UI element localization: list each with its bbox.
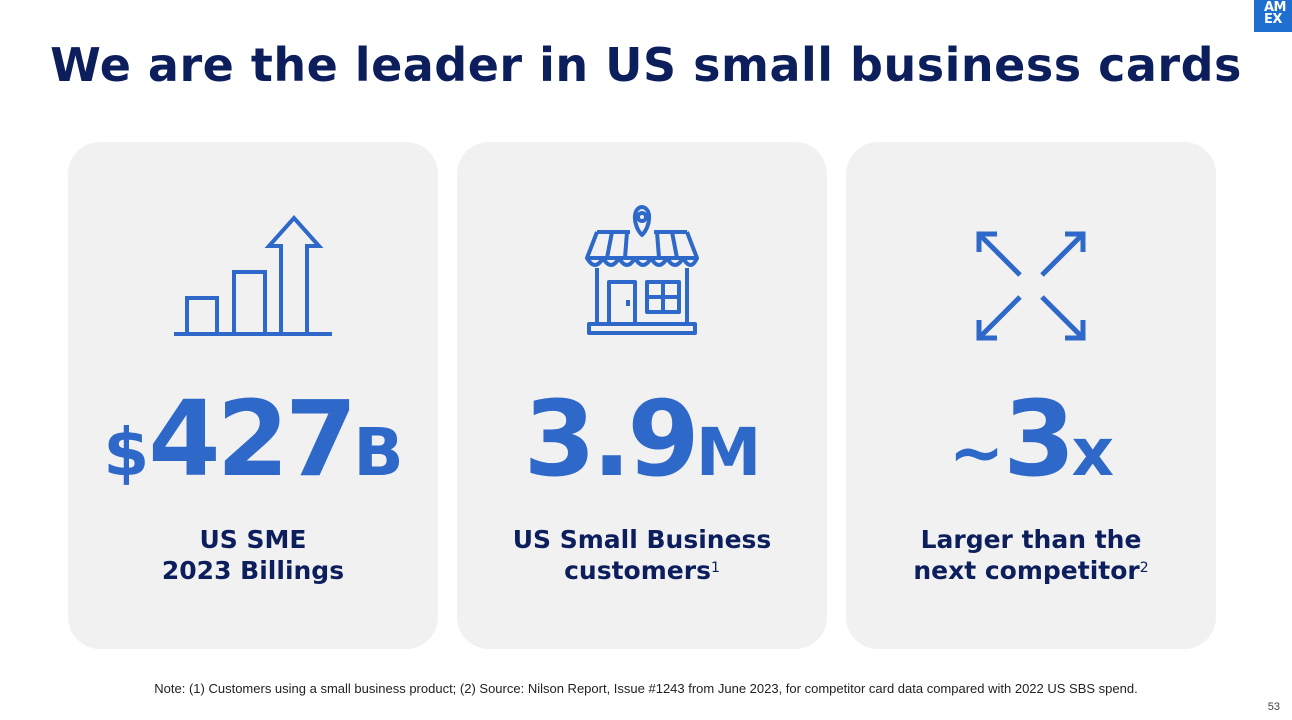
label-line-1: US Small Business [512, 525, 772, 554]
stat-value: 3 [1003, 378, 1075, 500]
footnote-marker: 2 [1139, 560, 1149, 576]
stat-label: US SME 2023 Billings [68, 524, 438, 586]
stat-label: Larger than the next competitor2 [846, 524, 1216, 586]
stat-value: 3.9 [523, 378, 700, 500]
label-line-1: Larger than the [920, 525, 1142, 554]
stat-prefix: $ [103, 414, 149, 491]
stat-card-customers: 3.9M US Small Business customers1 [457, 142, 827, 649]
label-line-2-text: customers [564, 556, 711, 585]
footnote-marker: 1 [710, 560, 720, 576]
logo-line-2: EX [1264, 12, 1282, 27]
amex-logo[interactable]: AM EX [1254, 0, 1292, 32]
stat-card-billings: $427B US SME 2023 Billings [68, 142, 438, 649]
expand-arrows-icon [846, 202, 1216, 342]
label-line-2-text: 2023 Billings [161, 556, 345, 585]
stat-label: US Small Business customers1 [457, 524, 827, 586]
slide-title: We are the leader in US small business c… [50, 38, 1242, 92]
label-line-2-text: next competitor [913, 556, 1140, 585]
label-line-2: next competitor2 [846, 555, 1216, 586]
bar-chart-growth-icon [68, 202, 438, 342]
stat-competitor: ~3x [846, 384, 1216, 525]
footnote-text: Note: (1) Customers using a small busine… [154, 681, 1138, 696]
page-number: 53 [1267, 701, 1280, 713]
stat-suffix: B [353, 414, 403, 491]
label-line-2: customers1 [457, 555, 827, 586]
label-line-1: US SME [199, 525, 307, 554]
stat-suffix: M [695, 414, 762, 491]
stat-prefix: ~ [948, 414, 1004, 491]
stat-customers: 3.9M [457, 384, 827, 525]
stat-billings: $427B [68, 384, 438, 525]
storefront-location-icon [457, 202, 827, 342]
logo-line-1: AM [1264, 0, 1287, 15]
label-line-2: 2023 Billings [68, 555, 438, 586]
stat-suffix: x [1071, 414, 1115, 491]
stat-value: 427 [148, 378, 357, 500]
stat-card-competitor: ~3x Larger than the next competitor2 [846, 142, 1216, 649]
